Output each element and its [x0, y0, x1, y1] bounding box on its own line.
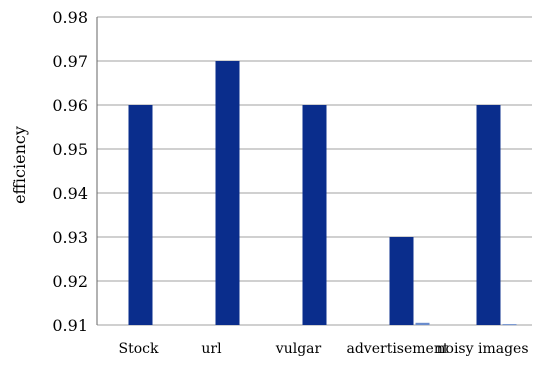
y-tick-label: 0.94 [52, 184, 88, 203]
y-tick-label: 0.97 [52, 52, 88, 71]
y-tick-label: 0.92 [52, 272, 88, 291]
y-tick-label: 0.96 [52, 96, 88, 115]
bar-url-s1 [215, 61, 240, 325]
y-axis-label: efficiency [10, 126, 29, 204]
bar-vulgar-s1 [302, 105, 327, 325]
x-tick-label: noisy images [437, 341, 529, 357]
x-tick-label: url [201, 341, 222, 357]
y-tick-label: 0.98 [52, 8, 88, 27]
x-tick-label: Stock [119, 341, 159, 357]
bar-advertisement-s2 [415, 322, 430, 325]
x-tick-label: vulgar [275, 341, 322, 357]
tick-labels: 0.91 0.92 0.93 0.94 0.95 0.96 0.97 0.98 Stock url… [52, 8, 528, 357]
bar-noisy-images-s2 [502, 324, 517, 326]
bar-stock-s1 [128, 105, 153, 325]
y-tick-label: 0.93 [52, 228, 88, 247]
bar-noisy-images-s1 [476, 105, 501, 325]
x-tick-label: advertisement [347, 341, 449, 357]
bars [128, 61, 517, 326]
y-tick-label: 0.95 [52, 140, 88, 159]
y-tick-label: 0.91 [52, 316, 88, 335]
bar-advertisement-s1 [389, 237, 414, 325]
